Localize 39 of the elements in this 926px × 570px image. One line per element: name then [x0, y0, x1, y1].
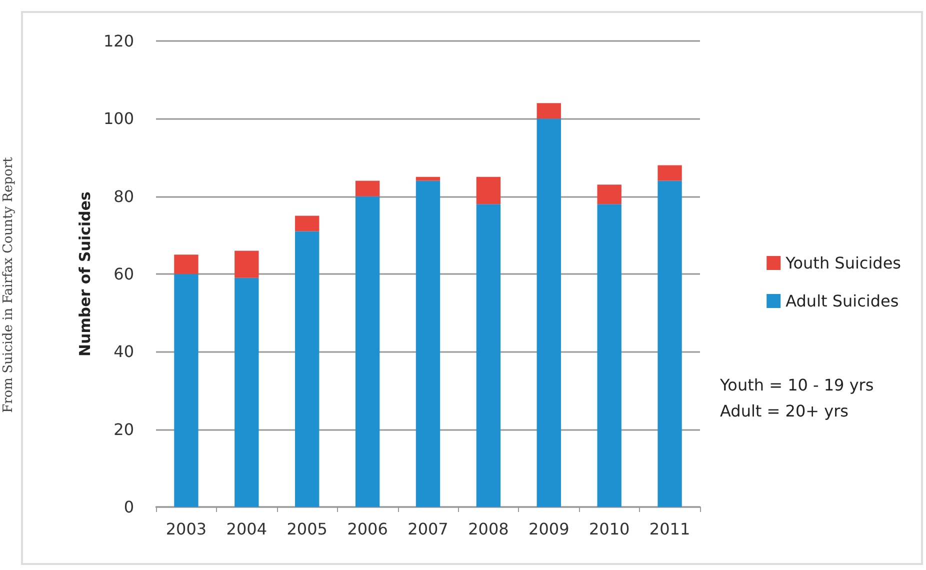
- bar: [234, 278, 259, 507]
- y-tick-label: 120: [103, 32, 134, 50]
- bar: [658, 180, 682, 507]
- x-tick-label: 2009: [528, 520, 570, 538]
- x-tick-label: 2003: [166, 520, 207, 538]
- y-axis-title: Number of Suicides: [76, 191, 94, 356]
- y-tick-label: 20: [114, 420, 134, 439]
- text: Youth = 10 - 19 yrs Adult = 20+ yrs: [719, 376, 874, 420]
- y-tick-label: 80: [114, 186, 134, 206]
- y-tick-label: 100: [103, 109, 134, 128]
- bar: [658, 165, 682, 181]
- bar: [597, 204, 622, 507]
- bar: [476, 176, 501, 204]
- x-tick-label: 2010: [588, 520, 630, 538]
- bar: [234, 250, 259, 278]
- bar: [174, 254, 198, 274]
- x-tick-label: 2005: [286, 520, 328, 538]
- x-tick-label: 2006: [347, 520, 388, 538]
- bar: [295, 231, 320, 507]
- legend-label: Adult Suicides: [786, 292, 899, 310]
- bar: [355, 196, 380, 507]
- x-tick-label: 2004: [226, 520, 268, 538]
- bar: [174, 274, 198, 507]
- x-tick-label: 2007: [408, 520, 448, 538]
- bar: [536, 103, 561, 119]
- bar: [355, 180, 380, 196]
- x-tick-label: 2008: [468, 520, 509, 538]
- legend-label: Youth Suicides: [784, 254, 902, 272]
- bar: [295, 216, 320, 232]
- bar: [416, 180, 440, 507]
- bar: [536, 118, 561, 507]
- y-tick-label: 0: [124, 498, 134, 516]
- bar: [597, 184, 622, 204]
- text: From Suicide in Fairfax County Report: [1, 156, 16, 413]
- y-tick-label: 40: [114, 342, 134, 362]
- bar: [476, 204, 501, 507]
- bar: [416, 176, 440, 181]
- y-tick-label: 60: [114, 264, 134, 284]
- x-tick-label: 2011: [649, 520, 690, 538]
